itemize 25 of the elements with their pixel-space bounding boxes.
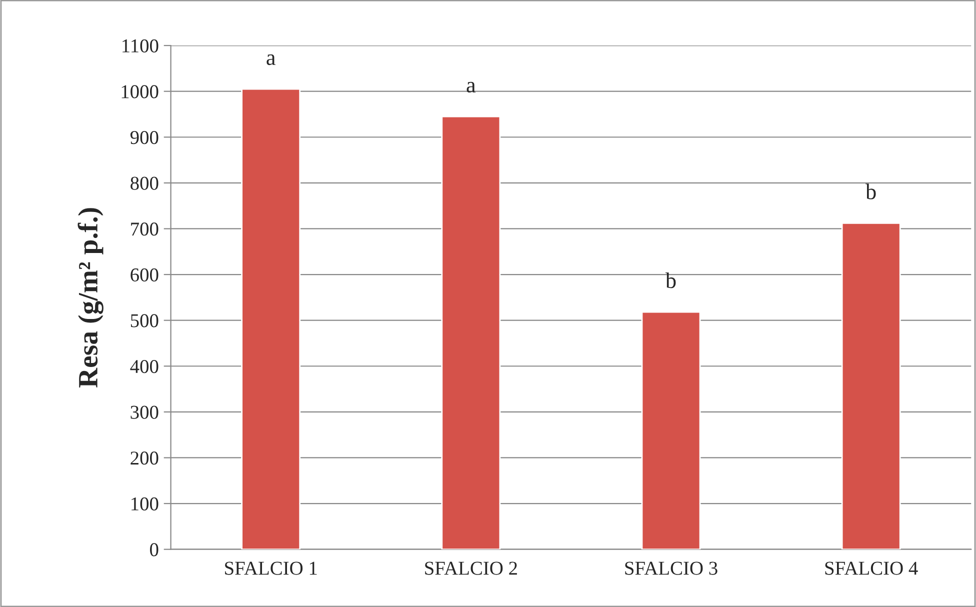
x-tick-label: SFALCIO 4	[825, 562, 918, 575]
data-label: a	[466, 82, 476, 93]
y-tick-label: 600	[130, 268, 158, 282]
y-axis-title: Resa (g/m² p.f.)	[78, 208, 104, 388]
x-tick-label: SFALCIO 3	[625, 562, 718, 575]
x-tick-label: SFALCIO 1	[225, 562, 317, 575]
data-label: a	[266, 54, 276, 66]
y-tick-label: 100	[132, 497, 158, 510]
y-tick-label: 300	[130, 406, 158, 419]
bar	[441, 116, 501, 550]
data-label: b	[665, 272, 676, 288]
x-tick-label: SFALCIO 2	[425, 562, 517, 575]
y-tick-label: 200	[130, 452, 158, 465]
bar	[641, 311, 701, 550]
y-tick-label: 1100	[122, 39, 158, 52]
y-tick-label: 0	[150, 543, 158, 556]
y-tick-label: 1000	[122, 85, 158, 98]
y-tick-label: 400	[130, 360, 158, 374]
y-tick-label: 800	[130, 176, 158, 190]
y-tick-label: 900	[130, 130, 158, 144]
y-tick-label: 700	[131, 222, 158, 236]
bar	[241, 88, 301, 550]
data-label: b	[866, 184, 876, 200]
bar	[841, 222, 901, 550]
y-tick-label: 500	[130, 314, 158, 328]
